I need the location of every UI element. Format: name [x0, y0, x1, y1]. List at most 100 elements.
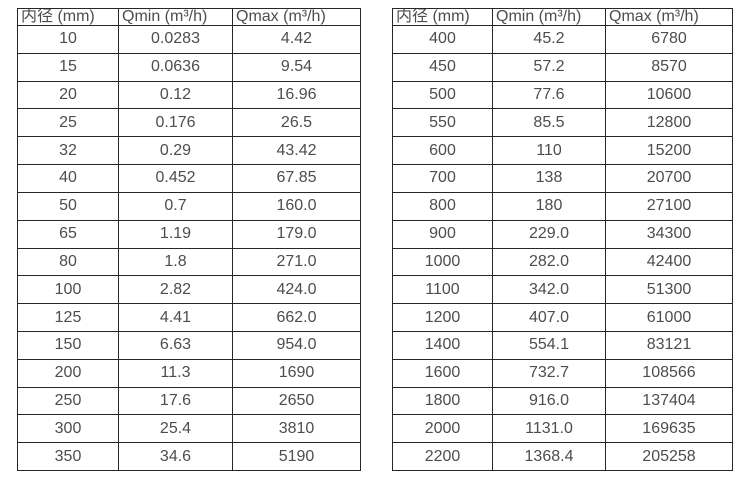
table-cell: 2000 [392, 414, 493, 444]
table-row: 150 6.63 954.0 [17, 330, 361, 360]
table-row: 600 110 15200 [392, 136, 733, 166]
table-cell: 2650 [232, 386, 361, 416]
table-cell: 25.4 [118, 414, 233, 444]
table-cell: 0.0636 [118, 52, 233, 82]
table-cell: 407.0 [492, 303, 606, 332]
table-cell: 9.54 [232, 52, 361, 82]
table-cell: 10 [17, 25, 119, 54]
table-cell: 916.0 [492, 386, 606, 416]
table-cell: 554.1 [492, 330, 606, 360]
table-cell: 1600 [392, 358, 493, 388]
table-row: 15 0.0636 9.54 [17, 52, 361, 82]
table-cell: 25 [17, 108, 119, 138]
table-row: 300 25.4 3810 [17, 414, 361, 444]
table-cell: 4.41 [118, 303, 233, 332]
table-cell: 1200 [392, 303, 493, 332]
table-row: 10 0.0283 4.42 [17, 25, 361, 54]
table-cell: 67.85 [232, 164, 361, 193]
table-row: 500 77.6 10600 [392, 80, 733, 110]
table-row: 1400 554.1 83121 [392, 330, 733, 360]
table-cell: 450 [392, 52, 493, 82]
table-cell: 0.7 [118, 191, 233, 221]
table-cell: 51300 [605, 275, 733, 305]
table-cell: 250 [17, 386, 119, 416]
table-cell: 205258 [605, 442, 733, 471]
table-cell: 20 [17, 80, 119, 110]
table-cell: 43.42 [232, 136, 361, 166]
table-cell: 424.0 [232, 275, 361, 305]
table-cell: 1.19 [118, 219, 233, 249]
table-row: 80 1.8 271.0 [17, 247, 361, 277]
table-row: 1000 282.0 42400 [392, 247, 733, 277]
table-cell: 400 [392, 25, 493, 54]
table-cell: 0.452 [118, 164, 233, 193]
table-cell: 34300 [605, 219, 733, 249]
table-cell: 85.5 [492, 108, 606, 138]
table-cell: 954.0 [232, 330, 361, 360]
table-row: 100 2.82 424.0 [17, 275, 361, 305]
table-cell: 1400 [392, 330, 493, 360]
table-cell: 45.2 [492, 25, 606, 54]
table-cell: 1800 [392, 386, 493, 416]
table-cell: 700 [392, 164, 493, 193]
column-header: Qmin (m³/h) [118, 8, 233, 26]
table-row: 32 0.29 43.42 [17, 136, 361, 166]
table-cell: 1.8 [118, 247, 233, 277]
table-cell: 61000 [605, 303, 733, 332]
table-row: 50 0.7 160.0 [17, 191, 361, 221]
flow-rate-table-left: 内径 (mm) Qmin (m³/h) Qmax (m³/h) 10 0.0283 4.… [17, 8, 361, 471]
column-header: Qmax (m³/h) [605, 8, 733, 26]
table-cell: 169635 [605, 414, 733, 444]
table-row: 250 17.6 2650 [17, 386, 361, 416]
table-cell: 282.0 [492, 247, 606, 277]
table-cell: 179.0 [232, 219, 361, 249]
column-header: Qmin (m³/h) [492, 8, 606, 26]
table-cell: 180 [492, 191, 606, 221]
table-cell: 2200 [392, 442, 493, 471]
header-row: 内径 (mm) Qmin (m³/h) Qmax (m³/h) [17, 8, 361, 26]
table-cell: 34.6 [118, 442, 233, 471]
table-row: 20 0.12 16.96 [17, 80, 361, 110]
table-cell: 550 [392, 108, 493, 138]
table-row: 550 85.5 12800 [392, 108, 733, 138]
table-cell: 900 [392, 219, 493, 249]
table-row: 40 0.452 67.85 [17, 164, 361, 193]
table-cell: 5190 [232, 442, 361, 471]
table-cell: 108566 [605, 358, 733, 388]
table-cell: 65 [17, 219, 119, 249]
column-header: 内径 (mm) [17, 8, 119, 26]
table-cell: 1690 [232, 358, 361, 388]
table-cell: 150 [17, 330, 119, 360]
table-cell: 16.96 [232, 80, 361, 110]
table-cell: 42400 [605, 247, 733, 277]
table-row: 1100 342.0 51300 [392, 275, 733, 305]
table-cell: 15200 [605, 136, 733, 166]
table-cell: 1368.4 [492, 442, 606, 471]
column-header: 内径 (mm) [392, 8, 493, 26]
table-cell: 200 [17, 358, 119, 388]
table-row: 900 229.0 34300 [392, 219, 733, 249]
table-cell: 110 [492, 136, 606, 166]
table-cell: 26.5 [232, 108, 361, 138]
table-row: 65 1.19 179.0 [17, 219, 361, 249]
table-cell: 40 [17, 164, 119, 193]
table-row: 1200 407.0 61000 [392, 303, 733, 332]
table-cell: 8570 [605, 52, 733, 82]
table-cell: 271.0 [232, 247, 361, 277]
table-cell: 0.12 [118, 80, 233, 110]
table-cell: 3810 [232, 414, 361, 444]
table-row: 2000 1131.0 169635 [392, 414, 733, 444]
table-row: 2200 1368.4 205258 [392, 442, 733, 471]
table-cell: 1000 [392, 247, 493, 277]
table-cell: 15 [17, 52, 119, 82]
table-cell: 0.176 [118, 108, 233, 138]
table-cell: 160.0 [232, 191, 361, 221]
table-row: 1800 916.0 137404 [392, 386, 733, 416]
table-cell: 100 [17, 275, 119, 305]
table-cell: 1100 [392, 275, 493, 305]
table-cell: 800 [392, 191, 493, 221]
table-row: 400 45.2 6780 [392, 25, 733, 54]
table-cell: 662.0 [232, 303, 361, 332]
table-cell: 6.63 [118, 330, 233, 360]
